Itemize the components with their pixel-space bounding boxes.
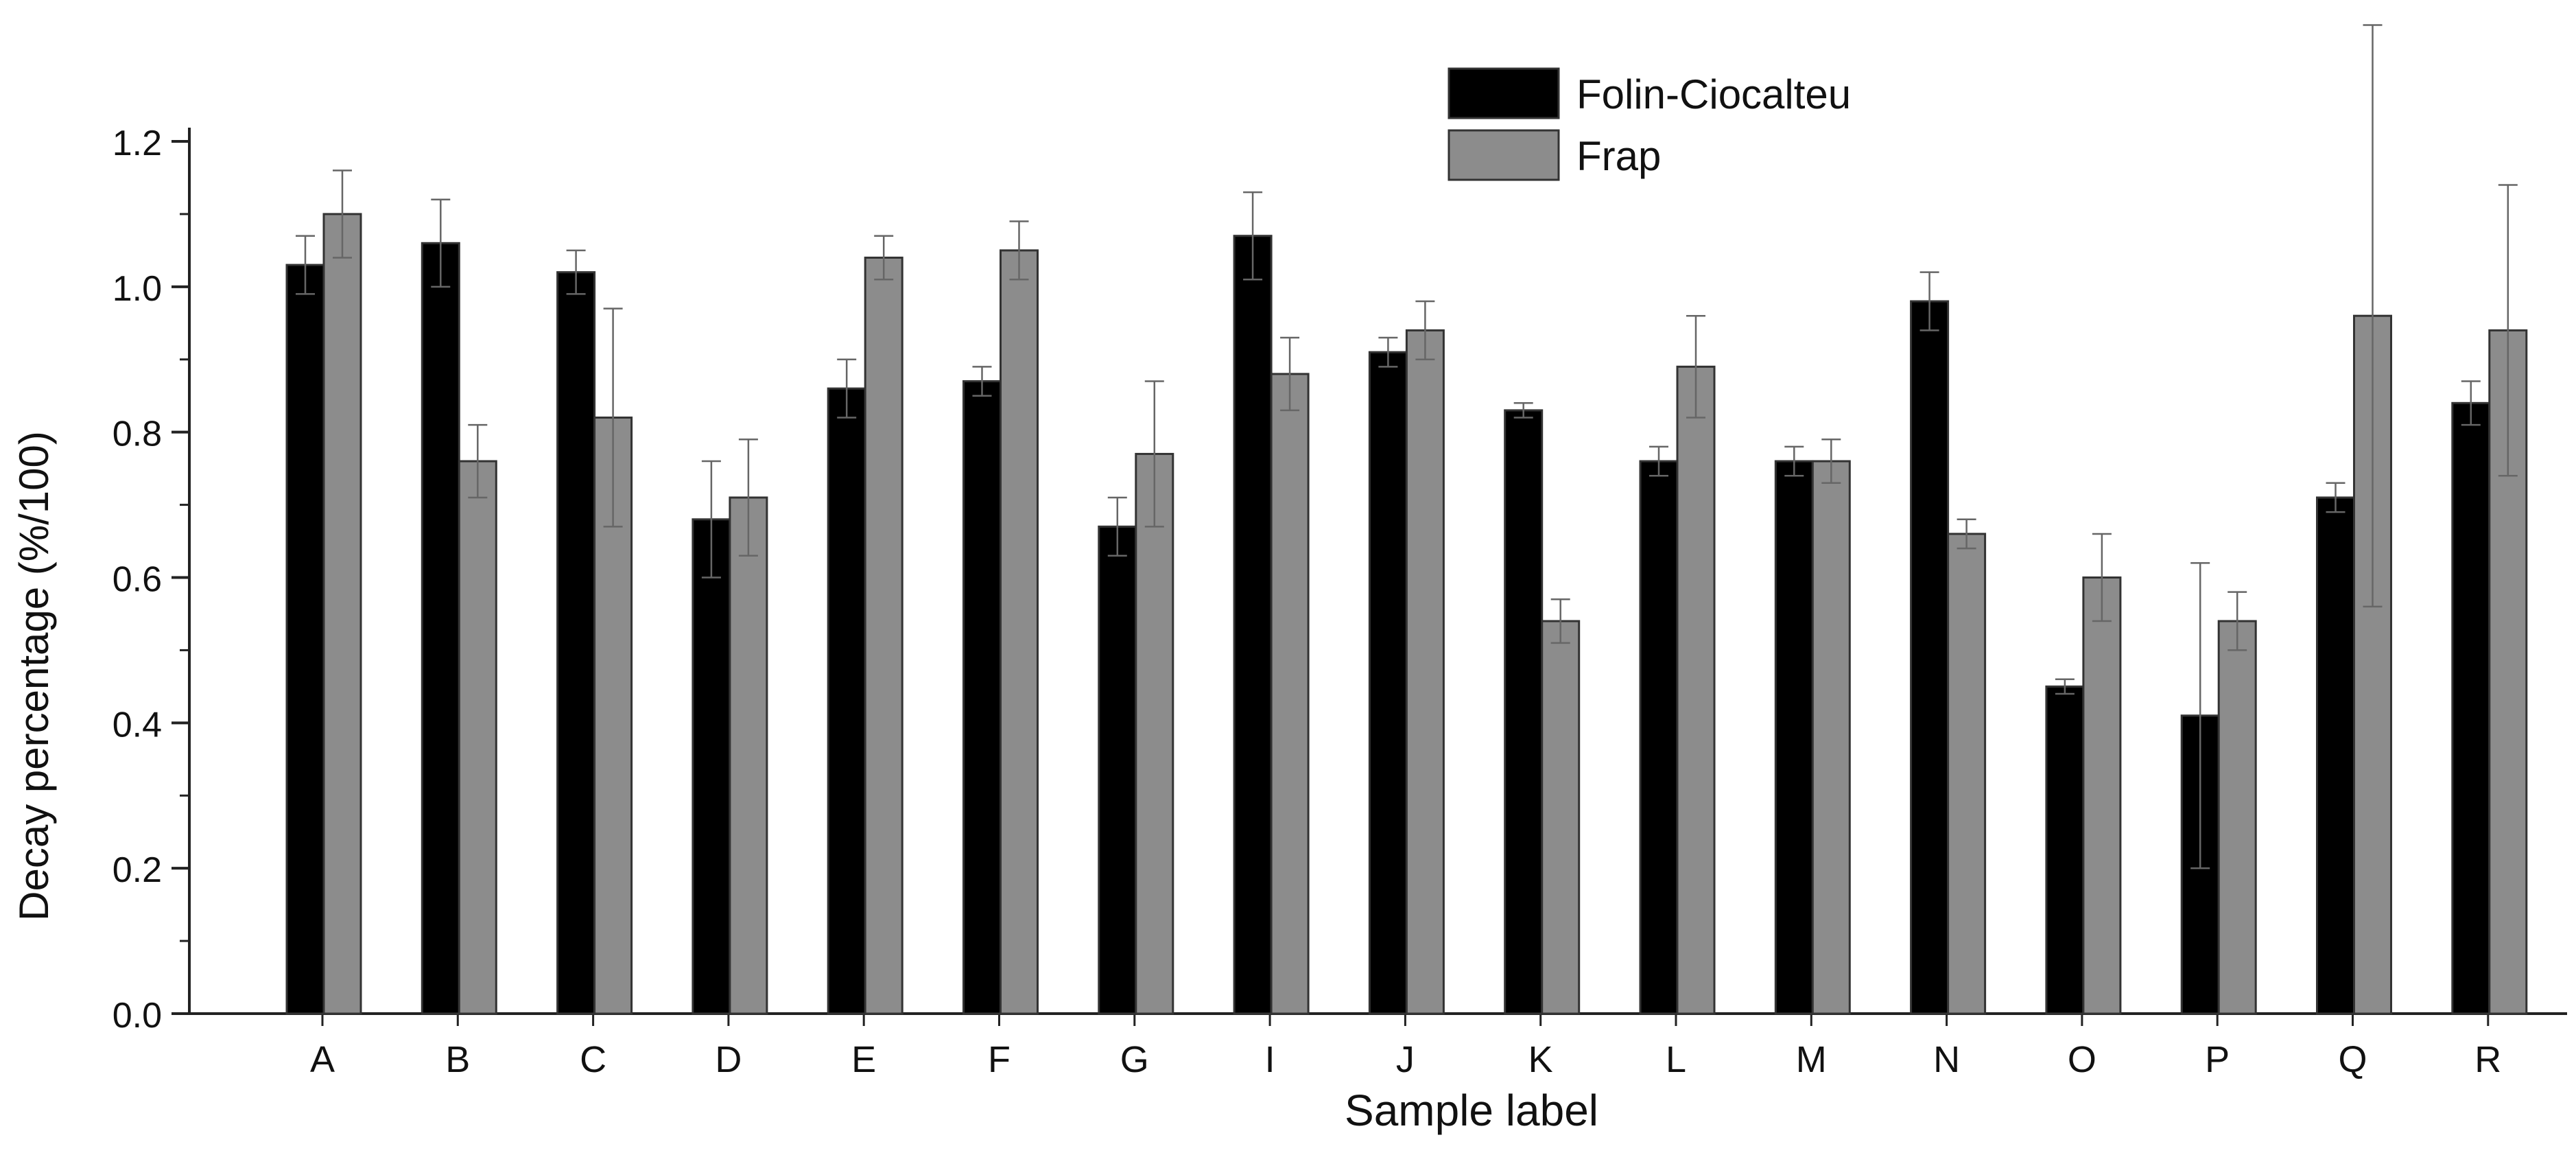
bar-folin-ciocalteu bbox=[962, 380, 1002, 1015]
x-tick-label: N bbox=[1933, 1039, 1960, 1080]
y-axis-title: Decay percentage (%/100) bbox=[11, 431, 57, 921]
bar-frap bbox=[1270, 373, 1310, 1015]
y-tick-label: 0.4 bbox=[113, 705, 162, 745]
bar-folin-ciocalteu bbox=[1233, 235, 1273, 1015]
bar-frap bbox=[1676, 365, 1716, 1015]
legend: Folin-Ciocalteu Frap bbox=[1447, 67, 1851, 181]
bar-folin-ciocalteu bbox=[2451, 401, 2491, 1015]
bar-folin-ciocalteu bbox=[2316, 496, 2355, 1015]
bar-frap bbox=[1000, 249, 1039, 1015]
bar-folin-ciocalteu bbox=[2045, 685, 2085, 1015]
x-tick-label: C bbox=[580, 1039, 606, 1080]
x-tick-label: G bbox=[1120, 1039, 1149, 1080]
bar-frap bbox=[2217, 620, 2257, 1015]
legend-label: Frap bbox=[1576, 133, 1661, 179]
legend-swatch bbox=[1447, 129, 1560, 181]
bar-folin-ciocalteu bbox=[1910, 300, 1950, 1015]
bar-frap bbox=[1811, 460, 1851, 1015]
x-tick-label: L bbox=[1666, 1039, 1686, 1080]
x-tick-label: M bbox=[1796, 1039, 1827, 1080]
bar-frap bbox=[1135, 452, 1174, 1015]
y-tick-label: 0.0 bbox=[113, 996, 162, 1036]
y-tick-label: 0.6 bbox=[113, 560, 162, 600]
y-tick-label: 0.8 bbox=[113, 415, 162, 454]
y-tick-label: 1.0 bbox=[113, 269, 162, 309]
x-tick-label: F bbox=[988, 1039, 1011, 1080]
x-tick-label: Q bbox=[2338, 1039, 2367, 1080]
x-tick-label: O bbox=[2068, 1039, 2096, 1080]
bar-frap bbox=[322, 213, 362, 1015]
x-tick-label: A bbox=[310, 1039, 335, 1080]
y-tick-label: 0.2 bbox=[113, 850, 162, 890]
bar-frap bbox=[729, 496, 768, 1015]
legend-label: Folin-Ciocalteu bbox=[1576, 71, 1851, 117]
bar-frap bbox=[864, 256, 903, 1015]
legend-swatch bbox=[1447, 67, 1560, 119]
x-tick-label: I bbox=[1265, 1039, 1275, 1080]
bar-folin-ciocalteu bbox=[285, 264, 325, 1015]
y-tick-label: 1.2 bbox=[113, 124, 162, 163]
x-tick-label: D bbox=[715, 1039, 742, 1080]
bar-folin-ciocalteu bbox=[827, 387, 866, 1015]
plot-area: 0.0 0.2 0.4 0.6 0.8 1.0 1.2 A B C D E F G I J K L M N O P Q R bbox=[113, 24, 2567, 1080]
x-tick-label: P bbox=[2205, 1039, 2230, 1080]
bar-folin-ciocalteu bbox=[692, 518, 731, 1015]
x-tick-label: E bbox=[851, 1039, 876, 1080]
x-tick-label: B bbox=[445, 1039, 470, 1080]
x-tick-label: J bbox=[1396, 1039, 1415, 1080]
bar-folin-ciocalteu bbox=[1098, 525, 1137, 1015]
bar-folin-ciocalteu bbox=[1639, 460, 1679, 1015]
x-axis-title: Sample label bbox=[1345, 1086, 1598, 1135]
bar-folin-ciocalteu bbox=[1774, 460, 1814, 1015]
bar-frap bbox=[1947, 533, 1987, 1015]
x-tick-label: K bbox=[1528, 1039, 1553, 1080]
bar-folin-ciocalteu bbox=[1368, 351, 1408, 1015]
x-tick-label: R bbox=[2474, 1039, 2501, 1080]
bar-frap bbox=[1405, 329, 1445, 1015]
bar-frap bbox=[458, 460, 497, 1015]
bar-frap bbox=[1541, 620, 1581, 1015]
bar-folin-ciocalteu bbox=[1504, 409, 1544, 1015]
bar-frap bbox=[2082, 576, 2122, 1015]
bar-folin-ciocalteu bbox=[421, 242, 460, 1015]
bar-folin-ciocalteu bbox=[556, 271, 596, 1015]
